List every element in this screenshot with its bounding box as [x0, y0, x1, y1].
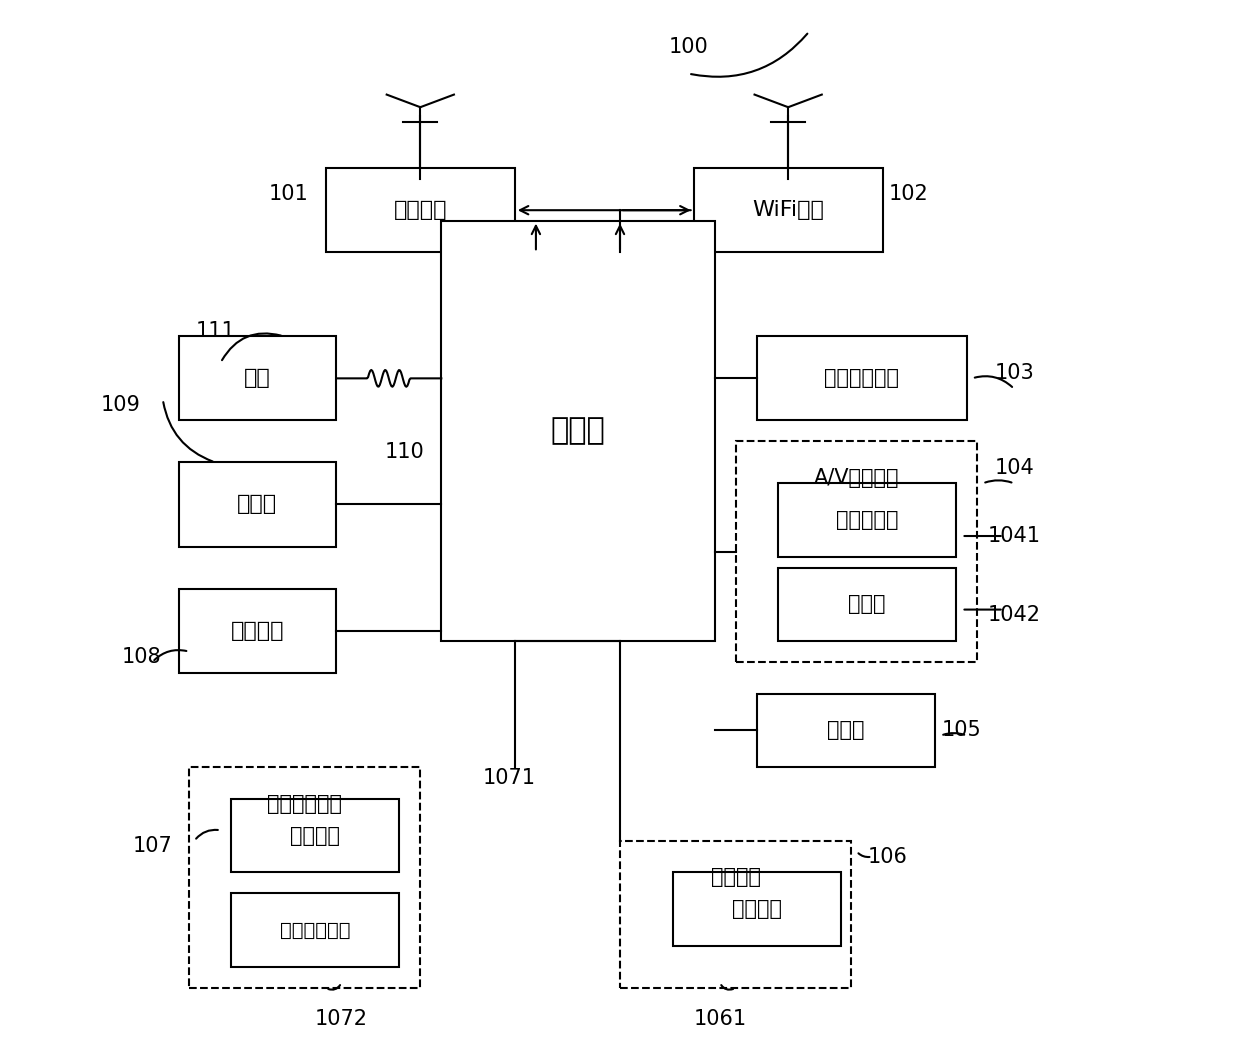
Text: 1041: 1041 — [987, 526, 1040, 547]
FancyBboxPatch shape — [756, 694, 935, 767]
Text: 图形处理器: 图形处理器 — [836, 510, 898, 531]
Text: 1071: 1071 — [484, 767, 536, 788]
Text: 触控面板: 触控面板 — [290, 825, 340, 846]
Text: 101: 101 — [269, 184, 309, 205]
FancyBboxPatch shape — [231, 893, 399, 967]
Text: 108: 108 — [122, 646, 161, 667]
Text: 1042: 1042 — [987, 604, 1040, 625]
Text: 111: 111 — [196, 321, 236, 342]
Text: 射频单元: 射频单元 — [393, 200, 448, 221]
Text: 106: 106 — [868, 846, 908, 867]
Text: 传感器: 传感器 — [827, 720, 864, 741]
Text: 电源: 电源 — [244, 368, 270, 389]
Text: 处理器: 处理器 — [551, 416, 605, 446]
Text: 100: 100 — [668, 37, 708, 58]
Text: 105: 105 — [941, 720, 981, 741]
Text: A/V输入单元: A/V输入单元 — [813, 468, 899, 488]
FancyBboxPatch shape — [179, 462, 336, 547]
Text: WiFi模块: WiFi模块 — [753, 200, 825, 221]
FancyBboxPatch shape — [672, 872, 841, 946]
Text: 显示面板: 显示面板 — [732, 899, 781, 920]
FancyBboxPatch shape — [777, 568, 956, 641]
Text: 存储器: 存储器 — [237, 494, 278, 515]
FancyBboxPatch shape — [179, 589, 336, 673]
FancyBboxPatch shape — [777, 483, 956, 557]
Text: 音频输出单元: 音频输出单元 — [825, 368, 899, 389]
FancyBboxPatch shape — [179, 336, 336, 420]
Text: 接口单元: 接口单元 — [231, 620, 284, 641]
Text: 1061: 1061 — [693, 1009, 746, 1030]
Text: 107: 107 — [133, 836, 172, 857]
FancyBboxPatch shape — [693, 168, 883, 252]
FancyBboxPatch shape — [756, 336, 967, 420]
Text: 104: 104 — [994, 457, 1034, 478]
Text: 109: 109 — [100, 394, 140, 415]
FancyBboxPatch shape — [326, 168, 515, 252]
Text: 显示单元: 显示单元 — [711, 867, 760, 887]
Text: 用户输入单元: 用户输入单元 — [267, 794, 342, 813]
Text: 其他输入设备: 其他输入设备 — [280, 921, 351, 940]
Text: 103: 103 — [994, 363, 1034, 384]
Text: 1072: 1072 — [315, 1009, 368, 1030]
Text: 110: 110 — [384, 441, 424, 462]
Text: 102: 102 — [889, 184, 929, 205]
FancyBboxPatch shape — [231, 799, 399, 872]
FancyBboxPatch shape — [441, 221, 714, 641]
Text: 麦克风: 麦克风 — [848, 594, 885, 615]
